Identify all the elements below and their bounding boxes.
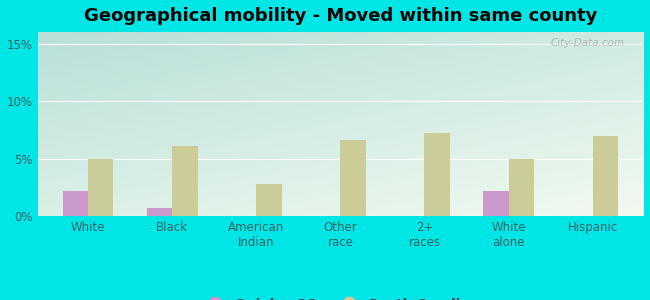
Bar [341,140,366,216]
Bar [508,158,534,216]
Bar [424,133,450,216]
Bar [484,191,508,216]
Bar [147,208,172,216]
Title: Geographical mobility - Moved within same county: Geographical mobility - Moved within sam… [84,7,597,25]
Bar [63,191,88,216]
Bar [593,136,618,216]
Bar [172,146,198,216]
Bar [88,158,114,216]
Legend: Quinby, SC, South Carolina: Quinby, SC, South Carolina [196,292,484,300]
Bar [256,184,281,216]
Text: City-Data.com: City-Data.com [551,38,625,48]
